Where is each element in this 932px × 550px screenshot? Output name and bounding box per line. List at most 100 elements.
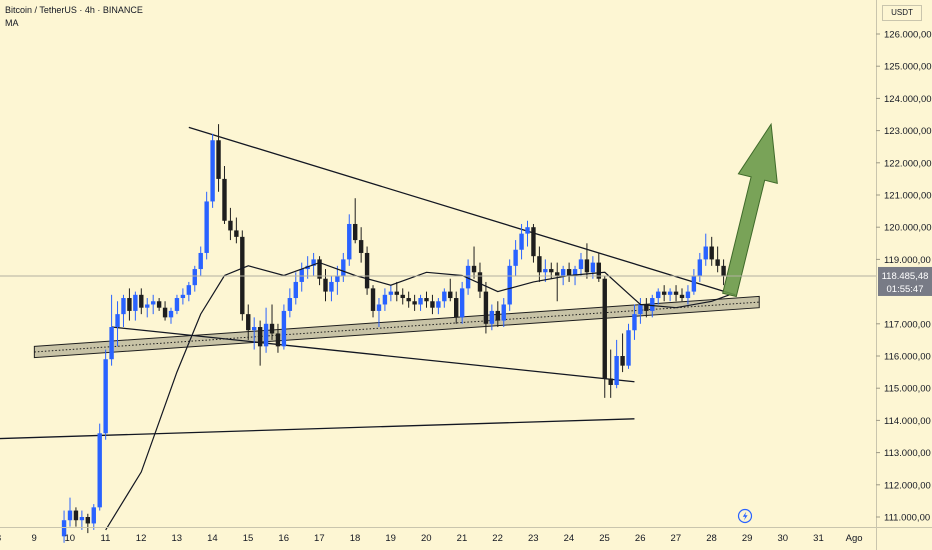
candle xyxy=(222,166,227,224)
indicator-label-ma[interactable]: MA xyxy=(5,18,19,28)
candle xyxy=(174,294,180,315)
candle xyxy=(477,262,483,299)
last-price-tag[interactable] xyxy=(878,266,932,296)
time-tick-label: 8 xyxy=(0,533,1,544)
candle xyxy=(667,288,673,302)
candle-body xyxy=(543,269,548,273)
candle-body xyxy=(109,327,114,360)
candle-body xyxy=(596,262,602,279)
candle xyxy=(145,298,150,318)
candle xyxy=(364,246,370,295)
candle xyxy=(697,252,703,282)
candle xyxy=(602,275,607,398)
candle xyxy=(275,323,281,353)
time-tick-label: 25 xyxy=(599,533,610,544)
candle xyxy=(109,294,114,366)
candle-body xyxy=(115,314,120,328)
price-tick-label: 122.000,00 xyxy=(884,158,932,169)
candle xyxy=(656,288,661,305)
bullish-arrow[interactable] xyxy=(722,122,778,298)
candle-body xyxy=(85,517,91,524)
candle xyxy=(353,198,358,244)
candle xyxy=(180,288,186,305)
candle xyxy=(251,317,257,350)
candle-body xyxy=(370,288,376,311)
candle xyxy=(406,291,411,308)
time-tick-label: 17 xyxy=(314,533,325,544)
price-tick-label: 117.000,00 xyxy=(884,319,931,330)
candle-body xyxy=(454,298,459,318)
candle-body xyxy=(162,307,168,318)
candle-body xyxy=(79,517,85,521)
time-tick-label: 23 xyxy=(528,533,539,544)
candle xyxy=(73,507,79,527)
lower-channel-line[interactable] xyxy=(111,326,635,383)
time-tick-label: 28 xyxy=(706,533,717,544)
candle xyxy=(448,278,453,302)
candle xyxy=(97,423,102,511)
candle-body xyxy=(584,259,590,273)
candle xyxy=(537,246,542,282)
candle-body xyxy=(459,288,465,318)
time-tick-label: 14 xyxy=(207,533,218,544)
candle-body xyxy=(685,291,691,299)
candle xyxy=(436,298,441,315)
candle-body xyxy=(644,304,649,311)
candle xyxy=(67,497,73,527)
time-tick-label: 15 xyxy=(243,533,254,544)
candle xyxy=(186,281,192,302)
candle-body xyxy=(121,298,126,315)
candle xyxy=(329,275,334,302)
descending-resistance[interactable] xyxy=(188,126,736,296)
candle-body xyxy=(572,269,578,276)
candle xyxy=(115,301,120,347)
candle-body xyxy=(246,314,251,331)
candle-body xyxy=(216,140,221,179)
price-tick-label: 121.000,00 xyxy=(884,191,932,202)
candle-body xyxy=(341,259,346,276)
countdown-label: 01:55:47 xyxy=(887,284,924,295)
lightning-icon[interactable] xyxy=(737,508,753,524)
long-support-line[interactable] xyxy=(0,418,635,440)
candle-body xyxy=(228,220,233,231)
candle xyxy=(578,252,584,276)
candle-body xyxy=(67,510,73,521)
time-tick-label: 31 xyxy=(813,533,824,544)
candle-body xyxy=(566,269,572,276)
symbol-title[interactable]: Bitcoin / TetherUS · 4h · BINANCE xyxy=(5,5,143,15)
candle xyxy=(335,265,340,295)
candle-body xyxy=(317,259,322,279)
price-tick-label: 111.000,00 xyxy=(884,513,930,524)
candle xyxy=(121,294,126,328)
candle-body xyxy=(180,294,186,299)
candle-body xyxy=(329,281,334,292)
price-tick-label: 113.000,00 xyxy=(884,448,931,459)
candle-body xyxy=(590,262,596,273)
candle-body xyxy=(501,304,506,321)
candle xyxy=(525,220,530,247)
candle-body xyxy=(709,246,714,260)
candle-body xyxy=(513,249,518,266)
candle-body xyxy=(650,298,655,311)
currency-unit-button[interactable]: USDT xyxy=(882,5,922,21)
time-tick-label: 9 xyxy=(32,533,37,544)
candle xyxy=(79,510,85,530)
candle xyxy=(519,223,524,260)
time-tick-label: 29 xyxy=(742,533,753,544)
ma-line xyxy=(105,261,730,531)
price-tick-label: 120.000,00 xyxy=(884,223,932,234)
candle-body xyxy=(127,298,132,311)
candle-body xyxy=(424,298,429,302)
candle xyxy=(156,298,162,311)
time-tick-label: 13 xyxy=(171,533,182,544)
time-tick-label: 27 xyxy=(671,533,682,544)
candle xyxy=(709,236,714,266)
candle-body xyxy=(198,252,203,270)
candle xyxy=(341,252,346,282)
candle-body xyxy=(376,304,382,311)
candle xyxy=(133,291,138,321)
candle xyxy=(150,294,156,315)
candle xyxy=(358,227,364,263)
